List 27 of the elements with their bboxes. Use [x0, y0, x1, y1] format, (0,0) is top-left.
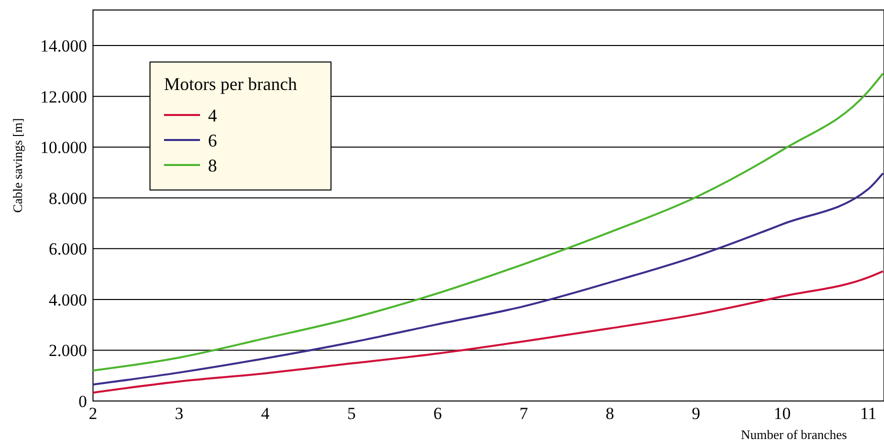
x-tick-label: 4 [261, 404, 270, 423]
x-tick-label: 11 [860, 404, 877, 423]
x-tick-label: 2 [88, 404, 98, 423]
y-tick-label: 10.000 [40, 138, 87, 158]
y-tick-label: 12.000 [40, 87, 87, 106]
legend-label: 6 [208, 130, 217, 150]
y-tick-label: 8.000 [48, 188, 87, 208]
x-tick-label: 7 [520, 404, 528, 423]
line-series [92, 270, 884, 394]
x-tick-label: 8 [606, 404, 614, 423]
x-tick-label: 10 [774, 404, 791, 423]
y-axis-title: Cable savings [m] [10, 118, 25, 213]
line-series [92, 72, 884, 372]
x-tick-label: 9 [692, 404, 700, 423]
legend-label: 4 [208, 105, 217, 126]
y-tick-label: 2.000 [48, 341, 87, 360]
x-axis-title: Number of branches [740, 427, 847, 442]
legend-title: Motors per branch [164, 74, 297, 94]
line-series [92, 172, 884, 386]
y-tick-label: 4.000 [48, 290, 87, 310]
y-tick-label: 6.000 [48, 240, 87, 259]
y-tick-label: 14.000 [40, 36, 87, 56]
x-tick-label: 3 [174, 404, 184, 423]
y-tick-label: 0 [78, 392, 87, 411]
x-tick-label: 6 [433, 404, 442, 423]
x-tick-label: 5 [347, 404, 356, 423]
legend-label: 8 [208, 155, 217, 176]
